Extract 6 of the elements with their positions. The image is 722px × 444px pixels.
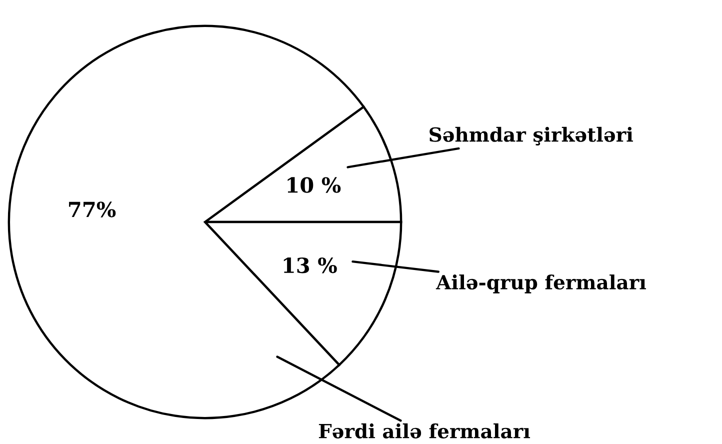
slice-label: Fərdi ailə fermaları <box>318 423 530 438</box>
data-label: 77% <box>69 202 116 218</box>
data-label: 13 % <box>284 257 337 274</box>
slice-label: Ailə-qrup fermaları <box>436 274 646 294</box>
slice-label: Səhmdar şirkətləri <box>430 126 633 146</box>
data-label: 10 % <box>288 177 341 193</box>
